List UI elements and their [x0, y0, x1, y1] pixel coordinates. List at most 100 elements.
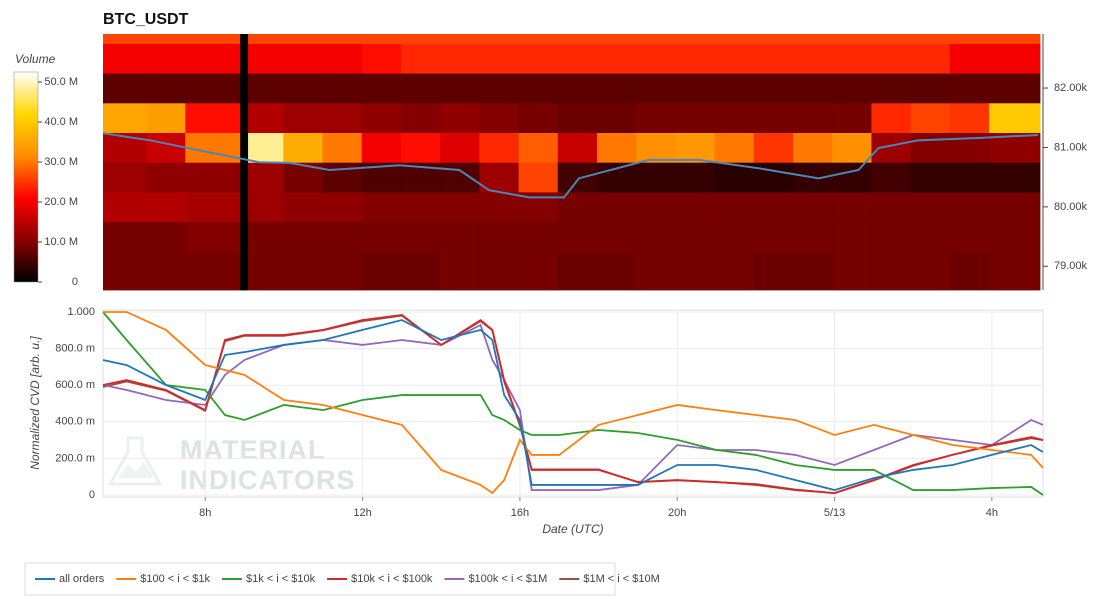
heat-cell — [793, 132, 833, 163]
y-tick-label: 80.00k — [1054, 201, 1088, 213]
watermark: MATERIAL — [180, 435, 325, 465]
heat-cell — [714, 34, 755, 44]
heat-cell — [146, 102, 186, 133]
heat-cell — [240, 221, 249, 252]
heat-cell — [596, 43, 637, 74]
y-tick-label: 82.00k — [1054, 82, 1088, 94]
heat-cell — [714, 102, 755, 133]
heat-cell — [283, 221, 323, 252]
heat-cell — [248, 34, 284, 44]
heat-cell — [146, 132, 186, 163]
heat-cell — [440, 162, 480, 193]
heat-cell — [636, 102, 676, 133]
heat-cell — [322, 162, 363, 193]
heat-cell — [518, 162, 559, 193]
heat-cell — [103, 43, 147, 74]
heat-cell — [557, 221, 598, 252]
heat-cell — [479, 102, 519, 133]
heat-cell — [185, 251, 241, 291]
heat-cell — [103, 34, 147, 44]
y-tick-label: 1.000 — [67, 306, 95, 318]
heat-cell — [675, 162, 715, 193]
heat-cell — [753, 191, 794, 223]
heat-cell — [675, 102, 715, 133]
plot-frame — [102, 309, 1044, 498]
heat-cell — [989, 43, 1041, 74]
heat-cell — [871, 132, 912, 163]
heat-cell — [361, 102, 402, 133]
heat-cell — [322, 34, 363, 44]
legend-label: all orders — [59, 573, 105, 585]
colorbar-title: Volume — [15, 52, 56, 66]
legend-label: $10k < i < $100k — [351, 573, 433, 585]
heat-cell — [910, 102, 951, 133]
heat-cell — [185, 73, 241, 104]
heat-cell — [949, 73, 990, 104]
heat-cell — [949, 43, 990, 74]
heat-cell — [185, 162, 241, 193]
heat-cell — [146, 251, 186, 291]
x-tick-label: 5/13 — [824, 507, 845, 519]
heat-cell — [146, 73, 186, 104]
heat-cell — [103, 73, 147, 104]
heat-cell — [248, 73, 284, 104]
heat-cell — [871, 221, 912, 252]
heat-cell — [185, 132, 241, 163]
heat-cell — [361, 73, 402, 104]
heat-cell — [753, 162, 794, 193]
heat-cell — [283, 191, 323, 223]
heat-cell — [400, 73, 441, 104]
heat-cell — [793, 43, 833, 74]
heat-cell — [793, 221, 833, 252]
x-tick-label: 4h — [986, 507, 998, 519]
heat-cell — [832, 221, 872, 252]
heat-cell — [636, 162, 676, 193]
heat-cell — [248, 43, 284, 74]
heat-cell — [240, 132, 249, 163]
y-tick-label: 0 — [89, 489, 95, 501]
heat-cell — [793, 102, 833, 133]
heat-cell — [949, 191, 990, 223]
heat-cell — [989, 102, 1041, 133]
heat-cell — [518, 132, 559, 163]
heat-cell — [753, 34, 794, 44]
heat-cell — [361, 43, 402, 74]
heat-cell — [146, 191, 186, 223]
heat-cell — [753, 132, 794, 163]
heat-cell — [240, 102, 249, 133]
heat-cell — [361, 191, 402, 223]
heat-cell — [557, 73, 598, 104]
colorbar-tick-label: 10.0 M — [44, 236, 78, 248]
legend-label: $1k < i < $10k — [246, 573, 316, 585]
heat-cell — [832, 102, 872, 133]
heat-cell — [910, 132, 951, 163]
heat-cell — [400, 102, 441, 133]
heat-cell — [675, 251, 715, 291]
heat-cell — [636, 43, 676, 74]
heat-cell — [871, 73, 912, 104]
heat-cell — [949, 221, 990, 252]
heat-cell — [283, 34, 323, 44]
chart-title: BTC_USDT — [103, 11, 189, 28]
y-tick-label: 400.0 m — [55, 416, 95, 428]
heat-cell — [793, 34, 833, 44]
heat-cell — [248, 102, 284, 133]
heat-cell — [240, 191, 249, 223]
heat-cell — [479, 221, 519, 252]
colorbar-tick-label: 30.0 M — [44, 156, 78, 168]
heat-cell — [910, 43, 951, 74]
price-line — [102, 132, 1039, 199]
heat-cell — [636, 221, 676, 252]
heat-cell — [400, 43, 441, 74]
heat-cell — [910, 251, 951, 291]
heat-cell — [400, 34, 441, 44]
y-tick-label: 200.0 m — [55, 452, 95, 464]
heat-cell — [871, 102, 912, 133]
heat-cell — [949, 251, 990, 291]
heat-cell — [793, 191, 833, 223]
heat-cell — [949, 162, 990, 193]
y-axis-title: Normalized CVD [arb. u.] — [28, 336, 42, 470]
heat-cell — [675, 132, 715, 163]
heat-cell — [714, 191, 755, 223]
heat-cell — [440, 102, 480, 133]
